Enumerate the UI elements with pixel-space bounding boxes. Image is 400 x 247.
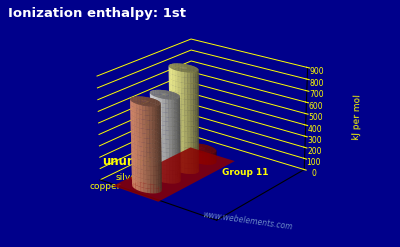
Text: www.webelements.com: www.webelements.com xyxy=(202,210,294,232)
Text: Ionization enthalpy: 1st: Ionization enthalpy: 1st xyxy=(8,7,186,21)
